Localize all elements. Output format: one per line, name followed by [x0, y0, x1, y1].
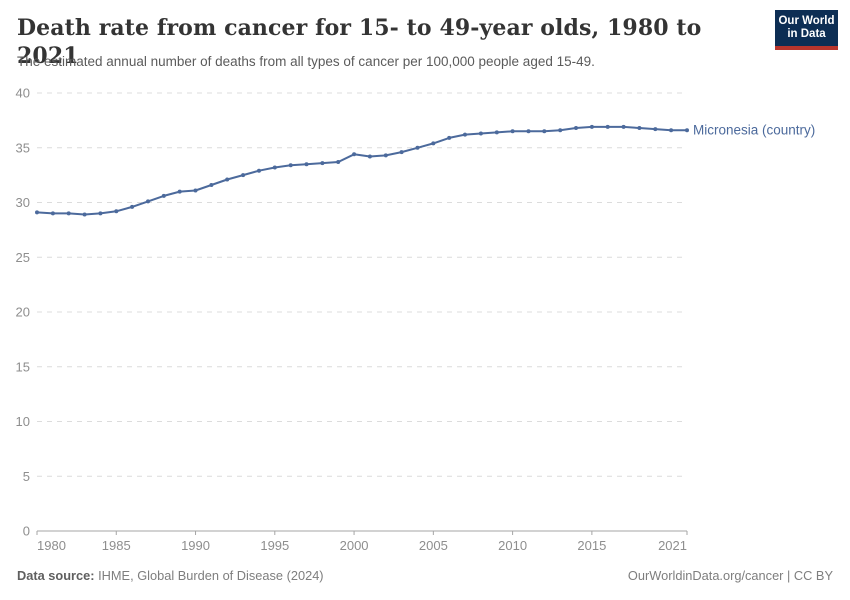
data-point-1980[interactable]: [35, 210, 39, 215]
y-tick-label-15: 15: [16, 359, 30, 374]
data-point-2010[interactable]: [510, 129, 515, 134]
data-point-2020[interactable]: [669, 128, 674, 133]
data-point-2019[interactable]: [653, 127, 658, 132]
x-tick-label-1995: 1995: [260, 538, 289, 553]
x-tick-label-1980: 1980: [37, 538, 66, 553]
x-tick-label-1985: 1985: [102, 538, 131, 553]
data-point-1984[interactable]: [98, 211, 103, 216]
data-point-2003[interactable]: [399, 150, 404, 155]
data-point-1982[interactable]: [66, 211, 71, 216]
license-link[interactable]: OurWorldinData.org/cancer | CC BY: [627, 568, 833, 583]
data-point-1988[interactable]: [161, 193, 166, 198]
data-point-1994[interactable]: [257, 168, 261, 173]
data-point-2005[interactable]: [431, 141, 436, 146]
chart-title: Death rate from cancer for 15- to 49-yea…: [17, 15, 702, 69]
series-line[interactable]: [36, 125, 688, 216]
data-point-1996[interactable]: [288, 163, 293, 168]
legend-label[interactable]: Micronesia (country): [693, 123, 815, 138]
data-point-2017[interactable]: [621, 124, 626, 129]
owid-logo-text-line2: in Data: [787, 28, 826, 40]
data-point-1981[interactable]: [50, 211, 55, 216]
chart-subtitle: The estimated annual number of deaths fr…: [17, 54, 595, 69]
x-tick-label-1990: 1990: [181, 538, 210, 553]
data-point-1985[interactable]: [114, 209, 119, 214]
data-point-2001[interactable]: [367, 154, 372, 159]
data-point-1989[interactable]: [177, 189, 182, 194]
y-tick-label-10: 10: [16, 414, 30, 429]
data-point-1998[interactable]: [320, 161, 325, 166]
data-point-2013[interactable]: [558, 128, 563, 133]
y-tick-label-0: 0: [23, 524, 30, 539]
data-point-2006[interactable]: [447, 135, 452, 140]
data-point-2009[interactable]: [494, 130, 499, 135]
data-point-2012[interactable]: [542, 129, 547, 134]
data-source-note: Data source: IHME, Global Burden of Dise…: [17, 568, 324, 583]
x-tick-label-2010: 2010: [498, 538, 527, 553]
data-point-2000[interactable]: [352, 152, 357, 157]
y-tick-label-30: 30: [16, 195, 30, 210]
data-point-2011[interactable]: [526, 129, 531, 134]
x-tick-label-2021: 2021: [658, 538, 687, 553]
data-point-2016[interactable]: [605, 124, 610, 129]
data-point-1992[interactable]: [225, 177, 230, 182]
x-tick-label-2015: 2015: [577, 538, 606, 553]
data-point-1986[interactable]: [130, 204, 135, 209]
data-point-2008[interactable]: [478, 131, 483, 136]
data-point-2002[interactable]: [383, 153, 388, 158]
y-tick-label-35: 35: [16, 140, 30, 155]
data-point-2007[interactable]: [463, 132, 467, 137]
chart-footer: Data source: IHME, Global Burden of Dise…: [17, 568, 833, 583]
y-tick-label-5: 5: [23, 469, 30, 484]
y-tick-label-25: 25: [16, 250, 30, 265]
data-point-1999[interactable]: [336, 160, 341, 164]
data-point-2021[interactable]: [685, 128, 689, 133]
data-point-1990[interactable]: [193, 188, 198, 193]
data-point-2014[interactable]: [574, 126, 578, 130]
data-point-1993[interactable]: [241, 173, 246, 178]
data-point-2015[interactable]: [589, 124, 594, 129]
data-point-1983[interactable]: [82, 212, 87, 217]
x-tick-label-2000: 2000: [340, 538, 369, 553]
data-point-2018[interactable]: [637, 126, 642, 130]
data-source-value[interactable]: IHME, Global Burden of Disease (2024): [98, 568, 324, 583]
owid-logo[interactable]: Our World in Data: [775, 10, 838, 50]
data-source-label: Data source:: [17, 568, 95, 583]
owid-logo-text-line1: Our World: [778, 15, 835, 27]
x-tick-label-2005: 2005: [419, 538, 448, 553]
data-point-1995[interactable]: [272, 165, 277, 170]
y-tick-label-40: 40: [16, 86, 30, 101]
data-point-1997[interactable]: [304, 162, 309, 167]
data-point-1991[interactable]: [209, 183, 214, 187]
y-tick-label-20: 20: [16, 305, 30, 320]
data-point-2004[interactable]: [415, 145, 420, 150]
data-point-1987[interactable]: [146, 199, 150, 204]
